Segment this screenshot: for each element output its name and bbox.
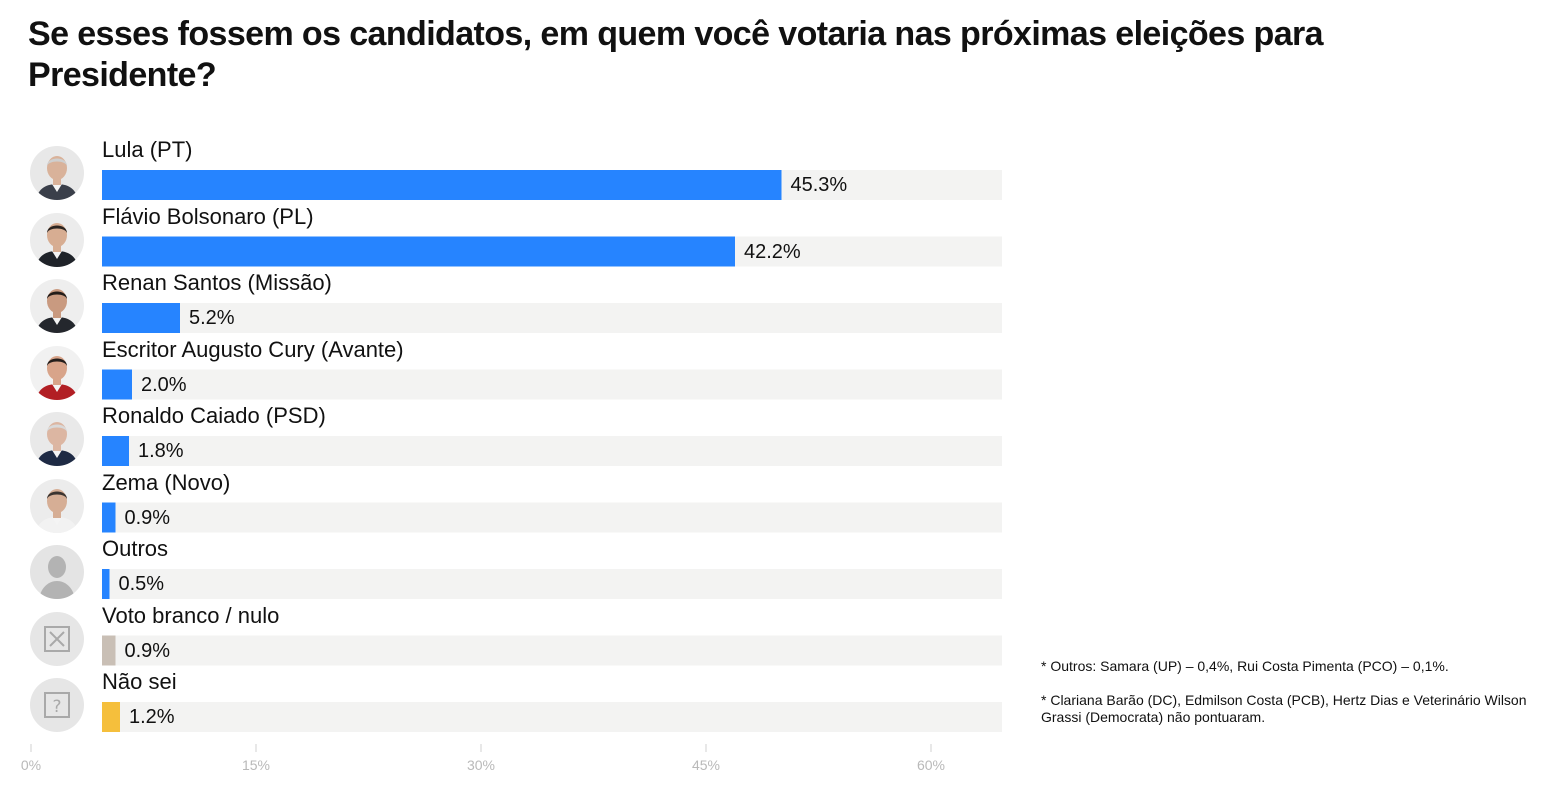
bar-escritor-augusto-cury-avante bbox=[102, 369, 132, 400]
value-label-ronaldo-caiado-psd: 1.8% bbox=[138, 440, 184, 462]
category-label-zema-novo: Zema (Novo) bbox=[102, 469, 231, 495]
bar-renan-santos-missao bbox=[102, 303, 180, 333]
x-tick-label-60: 60% bbox=[916, 757, 946, 773]
bar-zema-novo bbox=[102, 502, 116, 533]
zema-photo-icon bbox=[30, 478, 84, 533]
x-tick-label-30: 30% bbox=[466, 757, 496, 773]
svg-text:?: ? bbox=[52, 697, 61, 717]
value-label-outros: 0.5% bbox=[118, 573, 165, 595]
category-label-escritor-augusto-cury-avante: Escritor Augusto Cury (Avante) bbox=[102, 336, 404, 362]
footnote-nao-pontuaram: * Clariana Barão (DC), Edmilson Costa (P… bbox=[1041, 692, 1527, 725]
flavio-bolsonaro-photo-icon bbox=[30, 212, 84, 267]
augusto-cury-photo-icon bbox=[30, 345, 84, 400]
category-label-voto-branco-nulo: Voto branco / nulo bbox=[102, 602, 280, 628]
bar-track-zema-novo bbox=[102, 502, 1002, 533]
bar-ronaldo-caiado-psd bbox=[102, 436, 129, 466]
footnote-outros: * Outros: Samara (UP) – 0,4%, Rui Costa … bbox=[1041, 658, 1449, 674]
category-label-ronaldo-caiado-psd: Ronaldo Caiado (PSD) bbox=[102, 403, 326, 428]
ronaldo-caiado-photo-icon bbox=[30, 412, 84, 466]
x-box-icon bbox=[30, 611, 84, 666]
category-label-renan-santos-missao: Renan Santos (Missão) bbox=[102, 270, 332, 295]
bar-outros bbox=[102, 569, 110, 599]
bar-track-renan-santos-missao bbox=[102, 303, 1002, 333]
lula-photo-icon bbox=[30, 146, 84, 200]
x-tick-label-15: 15% bbox=[241, 757, 271, 773]
value-label-voto-branco-nulo: 0.9% bbox=[124, 639, 171, 662]
value-label-flavio-bolsonaro-pl: 42.2% bbox=[744, 240, 801, 263]
x-tick-label-45: 45% bbox=[691, 757, 721, 773]
bar-voto-branco-nulo bbox=[102, 635, 116, 666]
category-label-nao-sei: Não sei bbox=[102, 669, 177, 694]
value-label-escritor-augusto-cury-avante: 2.0% bbox=[141, 373, 187, 396]
category-label-lula-pt: Lula (PT) bbox=[102, 137, 193, 162]
bar-track-nao-sei bbox=[102, 702, 1002, 732]
renan-santos-photo-icon bbox=[30, 279, 84, 333]
value-label-renan-santos-missao: 5.2% bbox=[189, 307, 235, 329]
value-label-nao-sei: 1.2% bbox=[129, 706, 175, 728]
chart-title: Se esses fossem os candidatos, em quem v… bbox=[28, 15, 1324, 94]
bar-nao-sei bbox=[102, 702, 120, 732]
bar-flavio-bolsonaro-pl bbox=[102, 236, 735, 267]
category-label-outros: Outros bbox=[102, 536, 169, 561]
question-box-icon: ? bbox=[30, 678, 84, 732]
category-label-flavio-bolsonaro-pl: Flávio Bolsonaro (PL) bbox=[102, 203, 314, 229]
bar-track-voto-branco-nulo bbox=[102, 635, 1002, 666]
bar-track-outros bbox=[102, 569, 1002, 599]
person-silhouette-icon bbox=[30, 545, 84, 599]
bar-track-ronaldo-caiado-psd bbox=[102, 436, 1002, 466]
bar-lula-pt bbox=[102, 170, 782, 200]
value-label-zema-novo: 0.9% bbox=[124, 506, 171, 529]
bar-track-escritor-augusto-cury-avante bbox=[102, 369, 1002, 400]
x-tick-label-0: 0% bbox=[20, 757, 42, 773]
value-label-lula-pt: 45.3% bbox=[790, 174, 848, 196]
footnotes: * Outros: Samara (UP) – 0,4%, Rui Costa … bbox=[1041, 658, 1551, 743]
